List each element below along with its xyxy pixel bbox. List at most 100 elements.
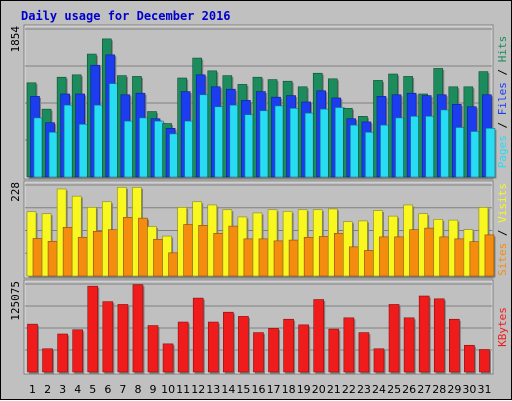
bar-sites — [288, 239, 299, 277]
panel-legend: Pages / Files / Hits — [496, 36, 509, 169]
day-group — [403, 76, 422, 179]
bar-kbytes — [27, 323, 38, 373]
day-group — [358, 116, 376, 179]
x-tick-label: 13 — [206, 383, 220, 396]
day-group — [86, 207, 104, 278]
chart-title: Daily usage for December 2016 — [21, 9, 231, 23]
day-group — [373, 210, 390, 278]
x-tick-label: 5 — [89, 383, 96, 396]
day-group — [41, 213, 59, 278]
bar-kbytes — [298, 324, 309, 373]
day-group — [282, 80, 301, 179]
bar-pages — [93, 104, 104, 178]
bar-kbytes — [162, 343, 174, 373]
x-tick-label: 22 — [342, 383, 356, 396]
x-tick-label: 17 — [267, 383, 281, 396]
day-group — [313, 299, 326, 374]
bar-kbytes — [449, 318, 460, 373]
day-group — [237, 84, 256, 179]
bar-pages — [289, 108, 300, 178]
bar-pages — [63, 104, 74, 178]
day-group — [207, 321, 220, 374]
bar-kbytes — [72, 329, 83, 373]
x-tick-label: 1 — [29, 383, 36, 396]
day-group — [207, 70, 226, 179]
day-group — [252, 76, 271, 179]
bar-sites — [484, 234, 495, 277]
day-group — [238, 316, 250, 374]
bar-kbytes — [418, 295, 430, 373]
x-tick-label: 31 — [477, 383, 491, 396]
day-group — [297, 86, 316, 179]
day-group — [358, 332, 371, 374]
legend-pages: Pages — [496, 135, 509, 168]
bar-kbytes — [238, 316, 249, 373]
bar-pages — [304, 112, 315, 178]
bar-sites — [108, 229, 118, 277]
day-group — [27, 323, 39, 374]
bar-sites — [77, 236, 88, 277]
y-max-label: 125075 — [9, 281, 22, 321]
bar-sites — [183, 224, 193, 277]
panel-legend: Sites / Visits — [496, 183, 509, 276]
bar-sites — [62, 227, 73, 277]
legend-files: Files — [496, 82, 509, 115]
bar-kbytes — [283, 318, 294, 373]
bar-kbytes — [42, 348, 53, 373]
bar-kbytes — [373, 348, 385, 373]
bar-pages — [395, 117, 405, 178]
day-group — [117, 304, 130, 374]
bar-pages — [485, 128, 496, 178]
bar-pages — [124, 120, 134, 178]
bar-kbytes — [343, 317, 355, 373]
legend-visits: Visits — [496, 183, 509, 223]
bar-kbytes — [403, 317, 415, 373]
bar-kbytes — [328, 328, 340, 373]
bar-pages — [139, 117, 149, 178]
x-tick-label: 11 — [176, 383, 190, 396]
day-group — [283, 318, 296, 374]
y-max-label: 228 — [9, 182, 22, 202]
day-group — [192, 297, 205, 374]
bar-pages — [33, 117, 44, 178]
panel-border — [23, 279, 494, 375]
bar-kbytes — [87, 285, 99, 373]
day-group — [373, 80, 391, 179]
day-group — [87, 285, 100, 374]
day-group — [132, 284, 145, 374]
bar-pages — [319, 108, 330, 178]
bar-sites — [168, 252, 178, 277]
x-tick-label: 30 — [462, 383, 476, 396]
bar-pages — [48, 131, 59, 178]
bar-sites — [439, 236, 450, 277]
day-group — [57, 333, 70, 374]
day-group — [268, 328, 281, 374]
x-tick-label: 20 — [312, 383, 326, 396]
day-group — [478, 207, 496, 278]
bar-kbytes — [207, 321, 219, 373]
x-tick-label: 19 — [297, 383, 311, 396]
bar-sites — [213, 232, 224, 277]
bar-kbytes — [313, 299, 325, 373]
bar-pages — [169, 133, 179, 178]
bar-visits — [71, 195, 82, 277]
legend-hits: Hits — [496, 36, 509, 63]
bar-kbytes — [464, 344, 475, 373]
day-group — [177, 77, 196, 179]
bar-sites — [47, 240, 58, 277]
panel-kbytes: 125075 KBytes — [9, 279, 509, 375]
x-tick-label: 9 — [150, 383, 157, 396]
day-group — [162, 343, 175, 374]
bar-pages — [380, 124, 390, 178]
day-group — [388, 304, 401, 374]
bar-pages — [455, 127, 466, 178]
x-tick-label: 3 — [59, 383, 66, 396]
day-group — [132, 76, 150, 179]
bar-sites — [379, 236, 389, 277]
bar-sites — [394, 236, 404, 277]
panel-hits-files-pages: 1854 Pages / Files / Hits — [9, 24, 509, 180]
bar-kbytes — [177, 321, 189, 373]
day-group — [433, 219, 451, 278]
bar-visits — [358, 220, 368, 277]
